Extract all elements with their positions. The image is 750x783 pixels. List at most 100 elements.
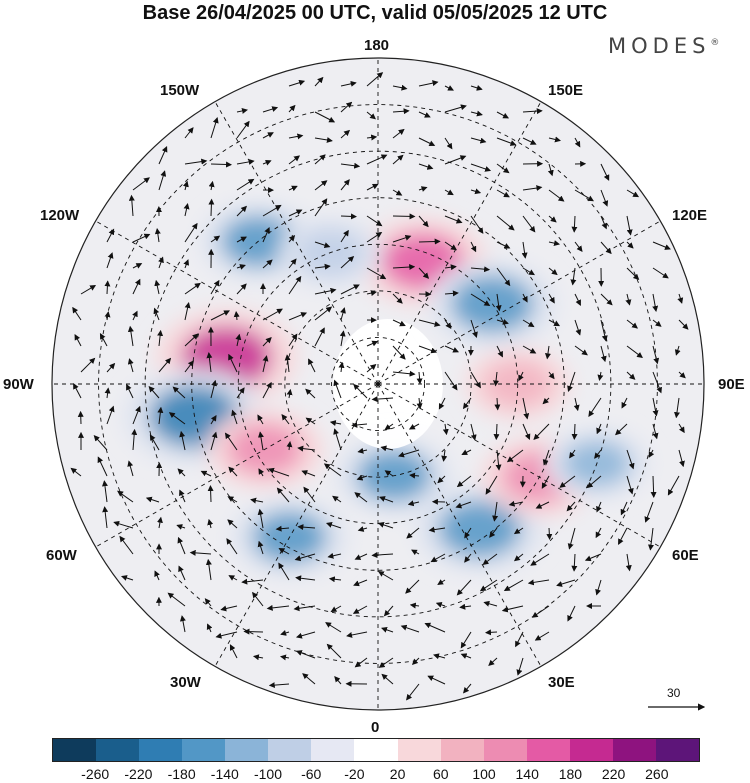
wind-arrow bbox=[570, 267, 577, 286]
wind-arrow bbox=[233, 311, 240, 321]
wind-arrow bbox=[262, 355, 269, 373]
wind-arrow bbox=[496, 345, 503, 358]
wind-arrow bbox=[204, 598, 212, 607]
wind-arrow bbox=[444, 189, 454, 196]
wind-arrow bbox=[182, 180, 189, 191]
colorbar-tick-label: -60 bbox=[301, 766, 322, 782]
colorbar-swatch-11 bbox=[526, 739, 570, 761]
wind-arrow bbox=[279, 654, 290, 661]
wind-arrow bbox=[226, 538, 238, 555]
wind-arrow bbox=[521, 241, 528, 259]
meridian-210 bbox=[214, 101, 379, 385]
wind-arrow bbox=[437, 475, 446, 484]
wind-arrow bbox=[210, 431, 218, 451]
wind-arrow bbox=[149, 434, 160, 451]
wind-arrow bbox=[106, 228, 115, 243]
wind-arrow bbox=[158, 145, 168, 165]
wind-arrow bbox=[435, 601, 446, 608]
wind-arrow bbox=[546, 527, 553, 540]
wind-arrow bbox=[652, 345, 660, 365]
wind-arrow bbox=[678, 371, 686, 379]
wind-arrow bbox=[73, 383, 82, 399]
wind-arrow bbox=[184, 302, 191, 321]
wind-arrow bbox=[353, 383, 368, 399]
wind-arrow bbox=[556, 579, 576, 587]
wind-arrow bbox=[470, 293, 491, 306]
wind-arrow bbox=[314, 198, 328, 217]
wind-arrow bbox=[459, 603, 472, 610]
colorbar-tick-label: 260 bbox=[645, 766, 669, 782]
wind-arrow bbox=[430, 553, 446, 563]
wind-arrow bbox=[484, 629, 498, 636]
wind-arrow bbox=[303, 486, 316, 503]
colorbar-tick-label: 100 bbox=[472, 766, 496, 782]
wind-arrow bbox=[574, 137, 581, 148]
wind-arrow bbox=[157, 406, 164, 425]
colorbar-swatch-10 bbox=[483, 739, 527, 761]
wind-arrow bbox=[482, 553, 498, 565]
wind-arrow bbox=[626, 371, 636, 380]
wind-arrow bbox=[266, 604, 290, 611]
colorbar-swatch-6 bbox=[311, 739, 355, 761]
wind-arrow bbox=[392, 154, 404, 165]
wind-arrow bbox=[506, 449, 524, 463]
wind-arrow bbox=[236, 387, 245, 399]
wind-arrow bbox=[620, 501, 628, 516]
wind-arrow bbox=[104, 387, 111, 399]
wind-arrow bbox=[574, 293, 581, 306]
wind-arrow bbox=[522, 137, 537, 145]
wind-arrow bbox=[544, 345, 551, 360]
longitude-label-60w: 60W bbox=[46, 547, 77, 564]
wind-arrow bbox=[496, 215, 515, 231]
wind-arrow bbox=[400, 624, 420, 633]
meridian-300 bbox=[95, 383, 379, 548]
wind-arrow bbox=[220, 605, 238, 612]
wind-arrow bbox=[625, 293, 632, 306]
wind-arrow bbox=[496, 267, 511, 287]
wind-arrow bbox=[527, 579, 550, 586]
wind-arrow bbox=[228, 466, 238, 477]
wind-arrow bbox=[518, 371, 524, 382]
wind-arrow bbox=[470, 241, 477, 253]
wind-arrow bbox=[308, 358, 316, 373]
wind-arrow bbox=[522, 319, 535, 328]
wind-arrow bbox=[314, 76, 324, 87]
wind-arrow bbox=[594, 449, 602, 459]
wind-arrow bbox=[542, 449, 550, 466]
wind-arrow bbox=[288, 133, 304, 140]
wind-arrow bbox=[522, 108, 543, 115]
longitude-label-30w: 30W bbox=[170, 674, 201, 691]
wind-arrow bbox=[674, 397, 680, 419]
wind-arrow bbox=[205, 558, 212, 581]
wind-arrow bbox=[406, 683, 420, 701]
wind-arrow bbox=[600, 319, 608, 342]
wind-arrow bbox=[131, 428, 138, 451]
wind-arrow bbox=[148, 385, 160, 399]
wind-arrow bbox=[501, 605, 524, 613]
wind-arrow bbox=[288, 258, 297, 269]
wind-arrow bbox=[132, 177, 150, 191]
wind-arrow bbox=[276, 487, 290, 503]
wind-arrow bbox=[257, 414, 264, 425]
wind-arrow bbox=[210, 161, 233, 168]
wind-arrow bbox=[470, 423, 477, 441]
wind-arrow bbox=[496, 163, 510, 174]
wind-arrow bbox=[353, 579, 368, 587]
wind-arrow bbox=[153, 307, 160, 321]
wind-arrow bbox=[571, 553, 578, 572]
latitude-circle-70 bbox=[284, 290, 472, 478]
chart-title: Base 26/04/2025 00 UTC, valid 05/05/2025… bbox=[142, 2, 608, 24]
wind-arrow bbox=[158, 256, 164, 269]
wind-arrow bbox=[104, 280, 111, 295]
wind-arrow bbox=[411, 549, 420, 556]
wind-arrow bbox=[626, 319, 638, 329]
colorbar-swatch-5 bbox=[268, 739, 312, 761]
wind-arrow bbox=[392, 84, 408, 91]
wind-arrow bbox=[495, 449, 502, 471]
wind-arrow bbox=[262, 308, 283, 321]
wind-arrow bbox=[366, 215, 383, 227]
wind-arrow bbox=[542, 397, 550, 405]
wind-arrow bbox=[516, 657, 524, 676]
wind-arrow bbox=[215, 631, 238, 639]
wind-arrow bbox=[340, 229, 349, 243]
